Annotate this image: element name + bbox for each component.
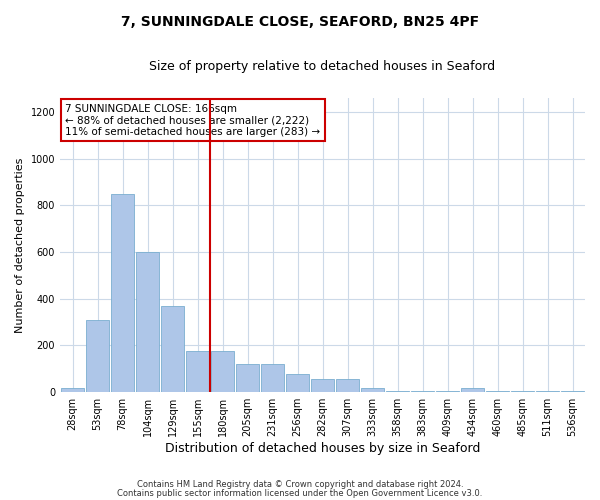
Title: Size of property relative to detached houses in Seaford: Size of property relative to detached ho…: [149, 60, 496, 73]
Y-axis label: Number of detached properties: Number of detached properties: [15, 158, 25, 332]
Bar: [561, 391, 584, 392]
Text: Contains public sector information licensed under the Open Government Licence v3: Contains public sector information licen…: [118, 488, 482, 498]
Bar: [161, 306, 184, 392]
Bar: [411, 391, 434, 392]
Bar: [86, 320, 109, 392]
Bar: [486, 391, 509, 392]
Bar: [511, 391, 534, 392]
Bar: [186, 352, 209, 392]
Bar: [311, 380, 334, 392]
Bar: [236, 364, 259, 392]
Bar: [436, 391, 459, 392]
X-axis label: Distribution of detached houses by size in Seaford: Distribution of detached houses by size …: [165, 442, 480, 455]
Bar: [461, 388, 484, 392]
Text: 7, SUNNINGDALE CLOSE, SEAFORD, BN25 4PF: 7, SUNNINGDALE CLOSE, SEAFORD, BN25 4PF: [121, 15, 479, 29]
Bar: [336, 380, 359, 392]
Bar: [136, 252, 159, 392]
Bar: [111, 194, 134, 392]
Text: Contains HM Land Registry data © Crown copyright and database right 2024.: Contains HM Land Registry data © Crown c…: [137, 480, 463, 489]
Bar: [61, 388, 84, 392]
Bar: [361, 388, 384, 392]
Bar: [211, 352, 234, 392]
Text: 7 SUNNINGDALE CLOSE: 166sqm
← 88% of detached houses are smaller (2,222)
11% of : 7 SUNNINGDALE CLOSE: 166sqm ← 88% of det…: [65, 104, 320, 137]
Bar: [261, 364, 284, 392]
Bar: [536, 391, 559, 392]
Bar: [286, 374, 309, 392]
Bar: [386, 391, 409, 392]
